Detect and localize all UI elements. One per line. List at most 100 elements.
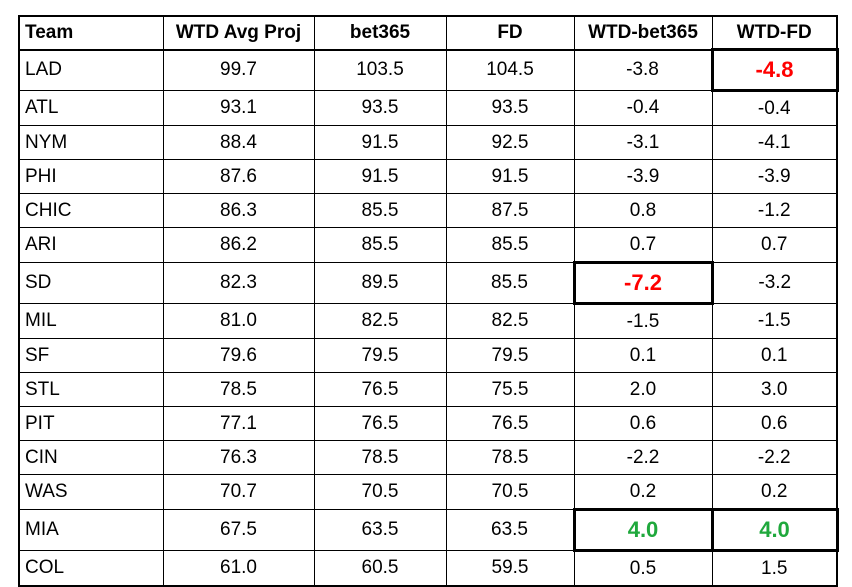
cell-team: WAS <box>18 474 164 510</box>
cell-wtd-fd: -3.2 <box>711 262 838 304</box>
cell-fd: 79.5 <box>445 338 575 373</box>
cell-wtd-bet365: -3.8 <box>573 49 713 91</box>
cell-wtd-avg-proj: 67.5 <box>162 509 315 551</box>
cell-wtd-avg-proj: 79.6 <box>162 338 315 373</box>
cell-bet365: 93.5 <box>313 90 447 126</box>
cell-wtd-avg-proj: 86.3 <box>162 193 315 228</box>
cell-wtd-fd: -1.2 <box>711 193 838 228</box>
table-row: NYM 88.4 91.5 92.5 -3.1 -4.1 <box>18 125 838 160</box>
cell-wtd-avg-proj: 76.3 <box>162 440 315 475</box>
cell-wtd-avg-proj: 70.7 <box>162 474 315 510</box>
cell-fd: 76.5 <box>445 406 575 441</box>
table-row: SD 82.3 89.5 85.5 -7.2 -3.2 <box>18 261 838 305</box>
cell-team: STL <box>18 372 164 407</box>
cell-wtd-avg-proj: 81.0 <box>162 303 315 339</box>
cell-wtd-fd: 1.5 <box>711 550 838 587</box>
cell-team: PIT <box>18 406 164 441</box>
cell-team: LAD <box>18 49 164 91</box>
cell-wtd-avg-proj: 78.5 <box>162 372 315 407</box>
cell-bet365: 63.5 <box>313 509 447 551</box>
cell-wtd-avg-proj: 86.2 <box>162 227 315 263</box>
cell-wtd-fd: -4.8 <box>710 48 839 92</box>
table-row: ARI 86.2 85.5 85.5 0.7 0.7 <box>18 227 838 263</box>
cell-wtd-bet365: 0.7 <box>573 227 713 263</box>
cell-fd: 92.5 <box>445 125 575 160</box>
cell-bet365: 76.5 <box>313 372 447 407</box>
header-team: Team <box>18 15 164 50</box>
table-row: STL 78.5 76.5 75.5 2.0 3.0 <box>18 372 838 407</box>
cell-wtd-avg-proj: 82.3 <box>162 262 315 304</box>
table-row: PHI 87.6 91.5 91.5 -3.9 -3.9 <box>18 159 838 194</box>
cell-fd: 85.5 <box>445 262 575 304</box>
cell-team: ARI <box>18 227 164 263</box>
cell-wtd-avg-proj: 99.7 <box>162 49 315 91</box>
cell-wtd-bet365: 0.6 <box>573 406 713 441</box>
cell-fd: 70.5 <box>445 474 575 510</box>
cell-bet365: 60.5 <box>313 550 447 587</box>
table-row: COL 61.0 60.5 59.5 0.5 1.5 <box>18 550 838 587</box>
cell-bet365: 91.5 <box>313 125 447 160</box>
cell-team: CIN <box>18 440 164 475</box>
header-bet365: bet365 <box>313 15 447 50</box>
cell-wtd-fd: -3.9 <box>711 159 838 194</box>
cell-wtd-fd: -2.2 <box>711 440 838 475</box>
cell-wtd-bet365: 0.8 <box>573 193 713 228</box>
cell-bet365: 70.5 <box>313 474 447 510</box>
cell-bet365: 85.5 <box>313 193 447 228</box>
cell-fd: 87.5 <box>445 193 575 228</box>
cell-bet365: 85.5 <box>313 227 447 263</box>
cell-wtd-bet365: -2.2 <box>573 440 713 475</box>
cell-team: COL <box>18 550 164 587</box>
cell-fd: 78.5 <box>445 440 575 475</box>
cell-fd: 75.5 <box>445 372 575 407</box>
header-fd: FD <box>445 15 575 50</box>
cell-wtd-fd: 3.0 <box>711 372 838 407</box>
cell-fd: 63.5 <box>445 509 575 551</box>
cell-wtd-fd: 0.7 <box>711 227 838 263</box>
cell-fd: 91.5 <box>445 159 575 194</box>
table-row: ATL 93.1 93.5 93.5 -0.4 -0.4 <box>18 90 838 126</box>
cell-fd: 82.5 <box>445 303 575 339</box>
cell-team: SD <box>18 262 164 304</box>
cell-fd: 59.5 <box>445 550 575 587</box>
cell-team: NYM <box>18 125 164 160</box>
header-wtd-fd: WTD-FD <box>711 15 838 50</box>
cell-wtd-avg-proj: 77.1 <box>162 406 315 441</box>
cell-fd: 104.5 <box>445 49 575 91</box>
cell-wtd-bet365: 2.0 <box>573 372 713 407</box>
cell-wtd-fd: -0.4 <box>711 90 838 126</box>
cell-wtd-bet365: 0.2 <box>573 474 713 510</box>
cell-fd: 85.5 <box>445 227 575 263</box>
cell-wtd-avg-proj: 88.4 <box>162 125 315 160</box>
header-row: Team WTD Avg Proj bet365 FD WTD-bet365 W… <box>18 15 838 50</box>
cell-bet365: 78.5 <box>313 440 447 475</box>
cell-team: ATL <box>18 90 164 126</box>
cell-wtd-bet365: -3.1 <box>573 125 713 160</box>
header-wtd-bet365: WTD-bet365 <box>573 15 713 50</box>
cell-bet365: 79.5 <box>313 338 447 373</box>
cell-team: MIL <box>18 303 164 339</box>
table-row: CHIC 86.3 85.5 87.5 0.8 -1.2 <box>18 193 838 228</box>
cell-bet365: 103.5 <box>313 49 447 91</box>
cell-team: CHIC <box>18 193 164 228</box>
table-row: WAS 70.7 70.5 70.5 0.2 0.2 <box>18 474 838 510</box>
table-row: MIA 67.5 63.5 63.5 4.0 4.0 <box>18 508 839 552</box>
cell-wtd-bet365: -0.4 <box>573 90 713 126</box>
cell-wtd-avg-proj: 93.1 <box>162 90 315 126</box>
cell-wtd-fd: 0.2 <box>711 474 838 510</box>
cell-team: MIA <box>18 509 164 551</box>
cell-bet365: 76.5 <box>313 406 447 441</box>
table-body: LAD 99.7 103.5 104.5 -3.8 -4.8 ATL 93.1 93.5 93.5… <box>18 48 839 587</box>
header-wtd-avg-proj: WTD Avg Proj <box>162 15 315 50</box>
cell-wtd-avg-proj: 87.6 <box>162 159 315 194</box>
table-row: MIL 81.0 82.5 82.5 -1.5 -1.5 <box>18 303 838 339</box>
cell-wtd-bet365: -7.2 <box>572 261 714 305</box>
cell-wtd-avg-proj: 61.0 <box>162 550 315 587</box>
cell-wtd-fd: 0.6 <box>711 406 838 441</box>
cell-team: SF <box>18 338 164 373</box>
cell-wtd-fd: 0.1 <box>711 338 838 373</box>
cell-wtd-fd: 4.0 <box>710 508 839 552</box>
cell-wtd-bet365: 4.0 <box>572 508 714 552</box>
cell-fd: 93.5 <box>445 90 575 126</box>
cell-wtd-bet365: -3.9 <box>573 159 713 194</box>
